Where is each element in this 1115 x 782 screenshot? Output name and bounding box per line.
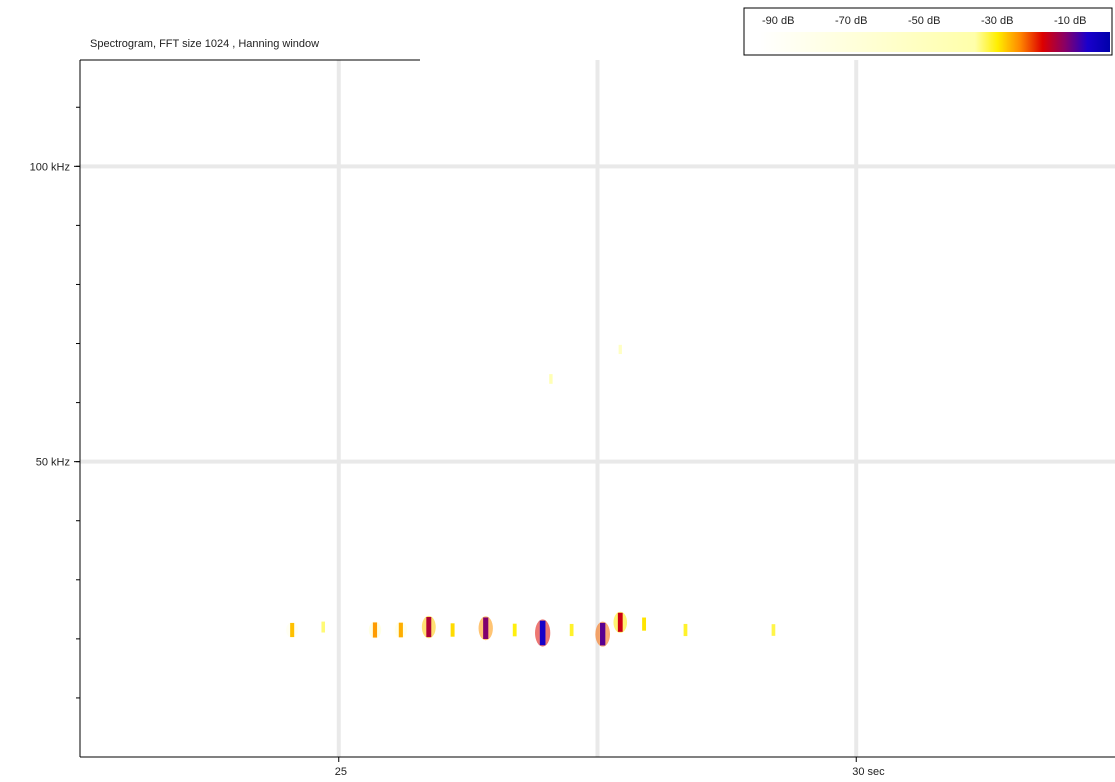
spectral-event bbox=[286, 622, 299, 638]
ticks-layer: 100 kHz 50 kHz 25 30 sec bbox=[30, 106, 885, 778]
colorbar-label: -30 dB bbox=[981, 15, 1013, 27]
spectral-event-core bbox=[683, 623, 688, 637]
spectral-event bbox=[394, 621, 407, 639]
spectral-event bbox=[614, 344, 626, 355]
y-tick-label: 100 kHz bbox=[30, 161, 70, 173]
spectral-event-core bbox=[642, 617, 647, 631]
spectral-event bbox=[767, 623, 780, 637]
spectral-event bbox=[638, 616, 650, 632]
spectral-event-core bbox=[618, 344, 622, 355]
colorbar-label: -90 dB bbox=[762, 15, 794, 27]
spectral-event bbox=[368, 621, 382, 639]
spectral-event bbox=[595, 621, 610, 647]
colorbar-gradient bbox=[760, 32, 1110, 52]
x-tick-label: 30 sec bbox=[852, 766, 885, 778]
spectral-event bbox=[545, 373, 557, 385]
chart-title: Spectrogram, FFT size 1024 , Hanning win… bbox=[90, 38, 319, 50]
spectral-event bbox=[446, 622, 459, 638]
spectral-event-core bbox=[539, 620, 546, 646]
spectral-event-core bbox=[512, 623, 517, 637]
spectral-event bbox=[317, 620, 329, 634]
spectral-event-core bbox=[290, 622, 295, 638]
spectral-event-core bbox=[450, 623, 455, 637]
spectral-event bbox=[565, 623, 578, 637]
colorbar-legend: -90 dB -70 dB -50 dB -30 dB -10 dB bbox=[743, 7, 1113, 56]
spectral-event-core bbox=[372, 622, 378, 638]
spectral-event-core bbox=[617, 612, 623, 632]
grid-layer bbox=[80, 60, 1115, 757]
spectral-event-core bbox=[771, 624, 776, 636]
x-tick-label: 25 bbox=[335, 766, 347, 778]
spectral-event bbox=[535, 619, 551, 647]
spectral-event-core bbox=[483, 617, 489, 640]
spectral-event-core bbox=[321, 621, 326, 633]
spectral-event-core bbox=[600, 622, 606, 646]
spectral-event bbox=[478, 616, 493, 641]
colorbar-label: -10 dB bbox=[1054, 15, 1086, 27]
spectral-event bbox=[508, 622, 521, 638]
spectral-event-core bbox=[398, 622, 403, 638]
spectral-event bbox=[679, 623, 692, 637]
spectral-event bbox=[613, 611, 628, 633]
spectral-event-core bbox=[426, 617, 432, 638]
spectral-event-core bbox=[569, 623, 574, 637]
colorbar-label: -70 dB bbox=[835, 15, 867, 27]
spectral-event-core bbox=[549, 374, 553, 384]
events-layer bbox=[286, 344, 780, 647]
y-tick-label: 50 kHz bbox=[36, 457, 70, 469]
colorbar-label: -50 dB bbox=[908, 15, 940, 27]
spectral-event bbox=[421, 615, 436, 639]
colorbar-labels: -90 dB -70 dB -50 dB -30 dB -10 dB bbox=[762, 15, 1086, 27]
